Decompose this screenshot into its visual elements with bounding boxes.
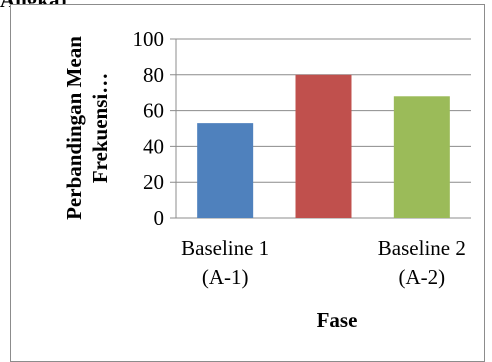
bar-3 — [393, 96, 450, 218]
x-tick-label: (A-2) — [399, 265, 446, 289]
chart-frame: 0 20 40 60 80 100 Baseline 1 (A-1) Baseline 2 (A-… — [10, 4, 485, 362]
y-tick-label: 40 — [143, 134, 164, 158]
y-tick-label: 0 — [154, 206, 165, 230]
y-tick-label: 100 — [133, 27, 165, 51]
bar-2 — [295, 74, 352, 218]
y-tick-label: 60 — [143, 99, 164, 123]
y-tick-label: 20 — [143, 170, 164, 194]
y-tick-label: 80 — [143, 63, 164, 87]
x-tick-label: (A-1) — [202, 265, 249, 289]
bar-chart: 0 20 40 60 80 100 Baseline 1 (A-1) Baseline 2 (A-… — [62, 27, 471, 332]
y-axis-title: Frekuensi… — [88, 73, 112, 183]
bar-1 — [197, 123, 254, 218]
x-tick-label: Baseline 2 — [378, 236, 466, 260]
x-axis-title: Fase — [317, 308, 358, 332]
x-tick-label: Baseline 1 — [181, 236, 269, 260]
y-axis-title: Perbandingan Mean — [62, 36, 86, 220]
